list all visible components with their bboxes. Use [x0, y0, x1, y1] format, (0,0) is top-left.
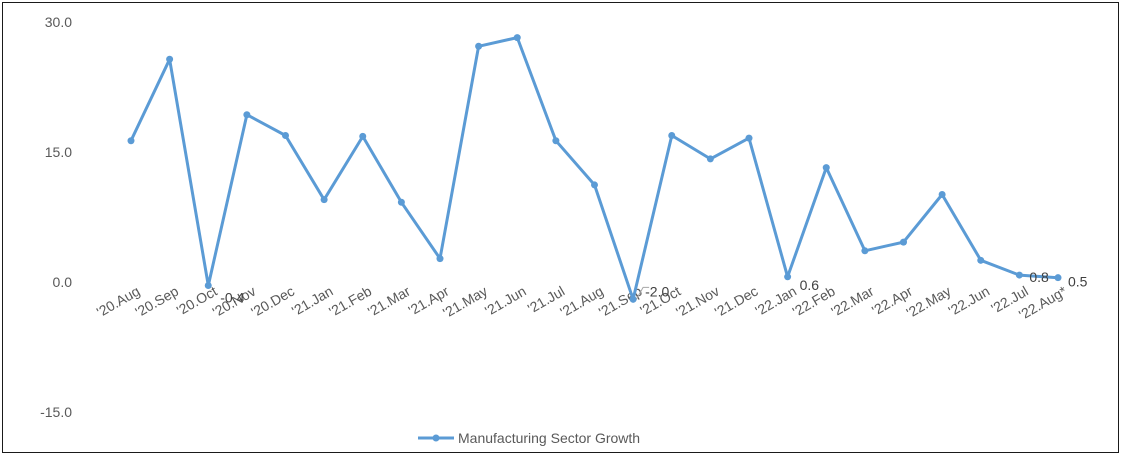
series-line-manufacturing: [129, 36, 1059, 301]
data-point: [784, 273, 792, 281]
data-point: [822, 164, 830, 172]
data-point: [706, 155, 714, 163]
data-point: [938, 190, 946, 198]
data-point: [591, 181, 598, 189]
data-label: 0.5: [1068, 274, 1088, 290]
data-point: [1015, 271, 1023, 279]
data-point: [977, 256, 985, 264]
legend: Manufacturing Sector Growth: [418, 430, 640, 446]
data-point: [668, 132, 676, 140]
data-label: 0.8: [1029, 269, 1049, 285]
data-point: [552, 137, 560, 145]
label-leader-lines: [634, 286, 650, 302]
y-axis-ticks: 30.0 15.0 0.0 -15.0: [40, 14, 72, 420]
data-label: -2.0: [645, 283, 669, 299]
x-tick-label: '20.Sep: [132, 283, 181, 320]
data-point: [282, 132, 289, 140]
manufacturing-growth-line-chart: 30.015.00.0-15.0 '20.Aug'20.Sep'20.Oct'2…: [40, 14, 1088, 446]
data-point: [861, 247, 869, 255]
x-tick-label: '21.May: [440, 283, 490, 321]
y-tick-label: 30.0: [45, 14, 72, 30]
data-point: [397, 198, 405, 206]
y-tick-label: -15.0: [40, 404, 72, 420]
x-tick-label: '21.Aug: [557, 283, 606, 320]
data-point: [166, 55, 174, 63]
data-point: [204, 281, 212, 289]
data-point: [320, 196, 328, 204]
data-point: [359, 132, 367, 140]
data-labels: -0.4 -2.0 0.6 0.8 0.5: [220, 269, 1087, 305]
data-point: [436, 255, 444, 263]
data-point: [513, 34, 521, 42]
data-point: [475, 42, 483, 50]
x-tick-label: '21.Dec: [712, 283, 761, 320]
data-label: 0.6: [800, 277, 820, 293]
x-tick-label: '21.Jan: [289, 283, 336, 319]
x-tick-label: '21.Nov: [673, 283, 722, 320]
legend-swatch-marker: [432, 434, 440, 442]
data-label-leader: [634, 286, 650, 302]
x-tick-label: '21.Sep: [596, 283, 645, 320]
data-label: -0.4: [220, 289, 244, 305]
x-tick-label: '20.Dec: [248, 283, 297, 320]
x-tick-label: '22.Mar: [828, 283, 876, 320]
legend-label: Manufacturing Sector Growth: [458, 430, 640, 446]
y-tick-label: 15.0: [45, 144, 72, 160]
data-point: [1054, 274, 1062, 282]
x-tick-label: '22.May: [904, 283, 954, 321]
x-tick-label: '22.Jan: [752, 283, 799, 319]
data-point: [243, 111, 251, 119]
y-tick-label: 0.0: [53, 274, 73, 290]
data-point: [629, 295, 637, 303]
data-point: [745, 134, 753, 142]
data-points: [127, 34, 1062, 303]
x-tick-label: '21.Jun: [482, 283, 529, 319]
x-tick-label: '21.Feb: [326, 283, 374, 320]
data-point: [127, 137, 135, 145]
x-tick-label: '22.Jun: [946, 283, 993, 319]
x-tick-label: '21.Mar: [365, 283, 413, 320]
x-tick-label: '20.Aug: [94, 283, 143, 320]
data-point: [900, 238, 907, 246]
